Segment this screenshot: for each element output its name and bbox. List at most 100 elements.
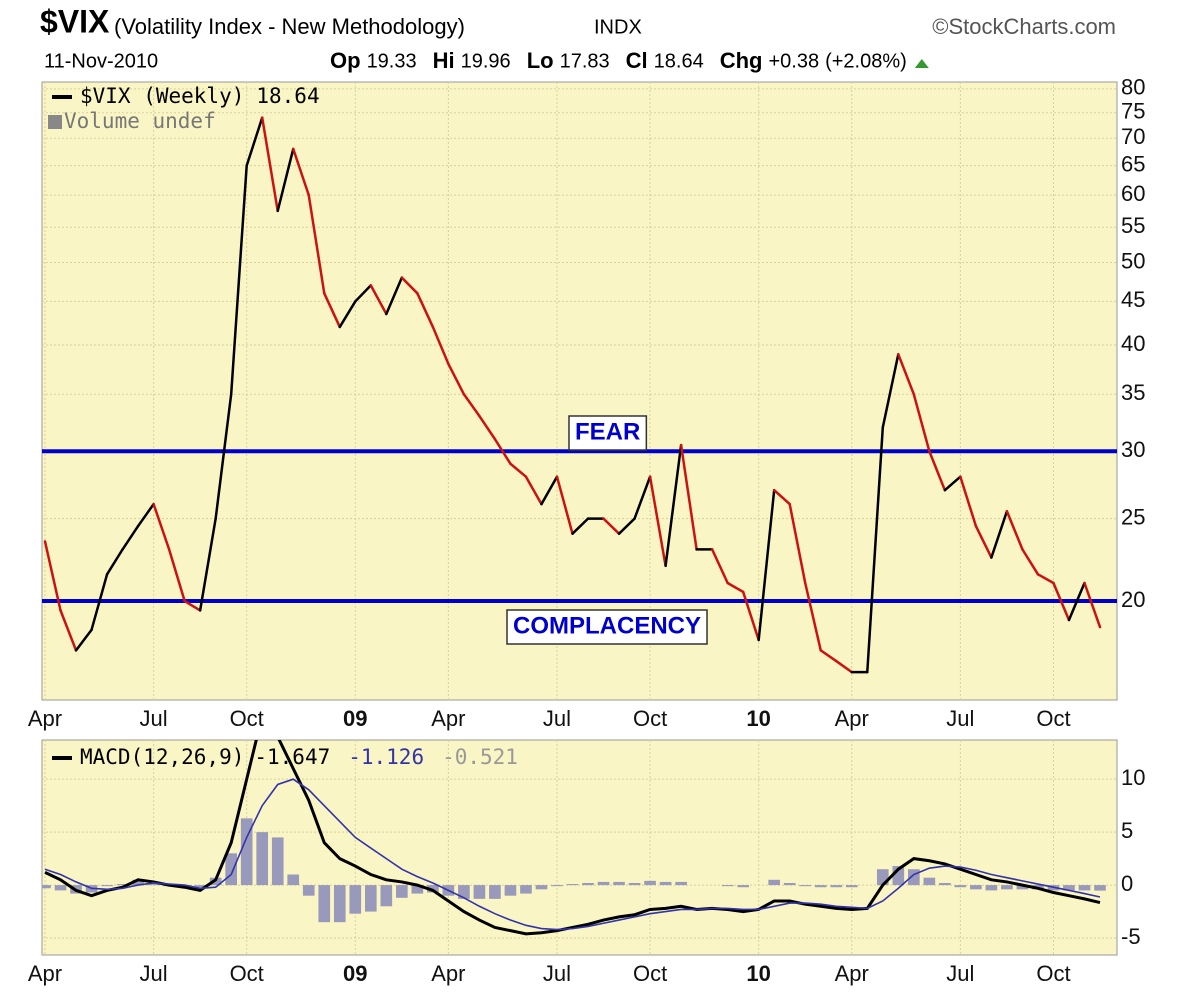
x-tick-label: Jul (543, 961, 571, 986)
histogram-bar (923, 877, 936, 886)
legend-value: -0.521 (442, 745, 518, 769)
histogram-bar (659, 881, 672, 886)
y-tick-label: 55 (1121, 213, 1145, 238)
histogram-bar (954, 885, 967, 888)
macd-line (44, 740, 1101, 936)
histogram-bar (271, 837, 284, 886)
histogram-bar (783, 882, 796, 886)
volume-label: Volume undef (64, 109, 216, 133)
price-segment (897, 353, 916, 396)
x-tick-label: Oct (230, 961, 264, 986)
price-segment (571, 517, 590, 535)
x-tick-label: Jul (946, 961, 974, 986)
price-segment (59, 609, 78, 652)
price-segment (431, 325, 450, 366)
reference-label: COMPLACENCY (513, 612, 701, 639)
price-segment (385, 276, 404, 316)
quote-label: Chg (720, 48, 763, 73)
price-segment (540, 475, 559, 506)
y-tick-label: 45 (1121, 287, 1145, 312)
x-tick-label: Oct (230, 706, 264, 731)
price-segment (260, 116, 279, 213)
histogram-bar (908, 869, 920, 886)
x-tick-label: 09 (343, 961, 367, 986)
price-segment (276, 147, 295, 213)
histogram-bar (54, 885, 67, 891)
price-segment (121, 524, 140, 551)
histogram-bar (42, 885, 51, 889)
quote-label: Lo (527, 48, 554, 73)
x-tick-label: Oct (1036, 706, 1070, 731)
price-segment (524, 475, 543, 506)
x-tick-label: Jul (946, 706, 974, 731)
x-tick-label: Apr (431, 706, 465, 731)
legend-label: $VIX (Weekly) (80, 84, 244, 108)
price-segment (183, 599, 202, 612)
histogram-bar (1063, 885, 1075, 891)
change-pct: (+2.08%) (825, 50, 907, 72)
price-segment (447, 362, 466, 396)
plot (42, 740, 1117, 955)
legend-value: -1.647 (254, 745, 330, 769)
price-segment (74, 628, 93, 652)
histogram-bar (737, 885, 749, 888)
histogram-bar (845, 885, 858, 888)
histogram-bar (799, 885, 812, 887)
x-tick-label: Apr (431, 961, 465, 986)
price-segment (43, 540, 62, 612)
price-segment (214, 393, 233, 520)
legend-label: MACD(12,26,9) (80, 745, 244, 769)
y-tick-label: 0 (1121, 871, 1133, 896)
price-segment (105, 548, 124, 576)
price-segment (323, 292, 342, 329)
x-tick-label: Apr (28, 706, 62, 731)
legend-value: -1.126 (348, 745, 424, 769)
x-tick-label: 09 (343, 706, 367, 731)
x-tick-label: Apr (28, 961, 62, 986)
price-segment (1005, 510, 1024, 551)
y-tick-label: 20 (1121, 587, 1145, 612)
price-segment (648, 475, 667, 568)
price-segment (866, 426, 885, 674)
exchange: INDX (594, 16, 642, 38)
x-tick-label: Jul (140, 706, 168, 731)
histogram-bar (721, 885, 734, 887)
price-segment (1052, 581, 1071, 622)
histogram-bar (473, 885, 486, 899)
price-segment (633, 475, 652, 520)
price-segment (602, 517, 621, 535)
price-segment (835, 659, 854, 674)
quote-value: 18.64 (654, 50, 704, 72)
quote-value: 17.83 (560, 50, 610, 72)
price-segment (152, 502, 171, 551)
x-tick-label: Jul (543, 706, 571, 731)
price-segment (245, 116, 264, 167)
quote-label: Op (330, 48, 361, 73)
histogram-bar (970, 885, 982, 890)
price-segment (416, 292, 435, 329)
x-tick-label: Oct (633, 961, 667, 986)
price-segment (555, 475, 574, 535)
price-segment (943, 475, 962, 492)
histogram-bar (302, 885, 315, 896)
histogram-bar (768, 879, 781, 886)
y-tick-label: 10 (1121, 765, 1145, 790)
y-tick-label: 30 (1121, 437, 1145, 462)
price-segment (664, 443, 683, 568)
quote-value: 19.33 (367, 50, 417, 72)
histogram-bar (535, 885, 548, 890)
histogram-bar (814, 885, 827, 888)
histogram-bar (628, 882, 641, 886)
price-segment (1036, 573, 1055, 585)
price-segment (1067, 581, 1086, 622)
price-segment (136, 502, 155, 528)
price-segment (881, 353, 900, 429)
histogram-bar (675, 881, 687, 886)
macd-line (44, 778, 1101, 931)
y-tick-label: 80 (1121, 75, 1145, 100)
y-tick-label: 65 (1121, 151, 1145, 176)
price-segment (803, 581, 822, 652)
source: ©StockCharts.com (932, 14, 1116, 39)
histogram-bar (504, 885, 517, 896)
